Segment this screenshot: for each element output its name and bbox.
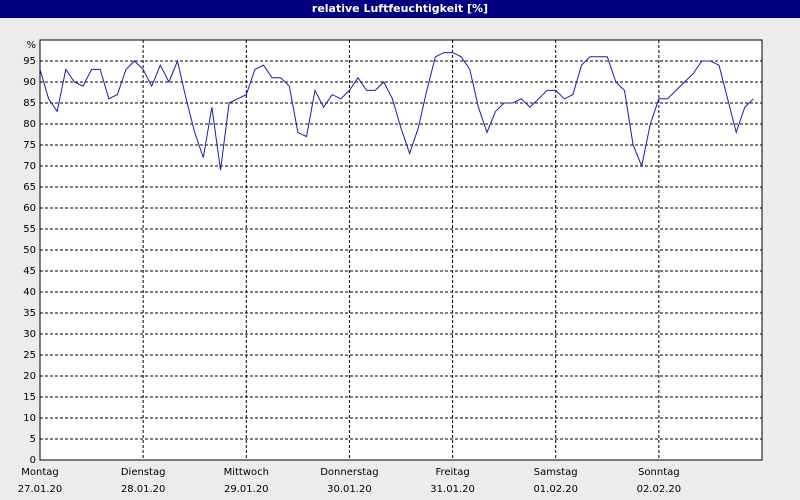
x-tick-label: Donnerstag <box>320 467 378 478</box>
x-tick-date: 27.01.20 <box>18 484 63 495</box>
chart-title: relative Luftfeuchtigkeit [%] <box>312 2 488 15</box>
data-line <box>39 52 754 171</box>
x-tick-date: 31.01.20 <box>430 484 475 495</box>
y-tick-label: 10 <box>23 413 36 424</box>
x-tick-date: 28.01.20 <box>121 484 166 495</box>
x-tick-date: 30.01.20 <box>327 484 372 495</box>
x-tick-label: Samstag <box>534 467 578 478</box>
y-tick-label: 90 <box>23 77 36 88</box>
x-tick-label: Dienstag <box>121 467 166 478</box>
y-tick-label: 55 <box>23 224 36 235</box>
y-tick-label: 75 <box>23 140 36 151</box>
x-tick-date: 02.02.20 <box>637 484 682 495</box>
y-tick-label: 20 <box>23 371 36 382</box>
x-tick-label: Sonntag <box>638 467 680 478</box>
x-tick-label: Mittwoch <box>224 467 269 478</box>
y-tick-label: 5 <box>30 434 36 445</box>
y-tick-label: 85 <box>23 98 36 109</box>
y-tick-label: 80 <box>23 119 36 130</box>
y-unit: % <box>26 40 36 51</box>
y-tick-label: 15 <box>23 392 36 403</box>
x-tick-date: 29.01.20 <box>224 484 269 495</box>
y-tick-label: 0 <box>30 455 36 466</box>
y-tick-label: 25 <box>23 350 36 361</box>
x-tick-label: Montag <box>21 467 58 478</box>
y-tick-label: 45 <box>23 266 36 277</box>
y-tick-label: 50 <box>23 245 36 256</box>
x-tick-date: 01.02.20 <box>533 484 578 495</box>
y-tick-label: 95 <box>23 56 36 67</box>
y-tick-label: 70 <box>23 161 36 172</box>
y-tick-label: 60 <box>23 203 36 214</box>
y-tick-label: 30 <box>23 329 36 340</box>
x-tick-label: Freitag <box>435 467 469 478</box>
y-tick-label: 35 <box>23 308 36 319</box>
y-tick-label: 40 <box>23 287 36 298</box>
title-bar <box>0 0 800 18</box>
y-tick-label: 65 <box>23 182 36 193</box>
